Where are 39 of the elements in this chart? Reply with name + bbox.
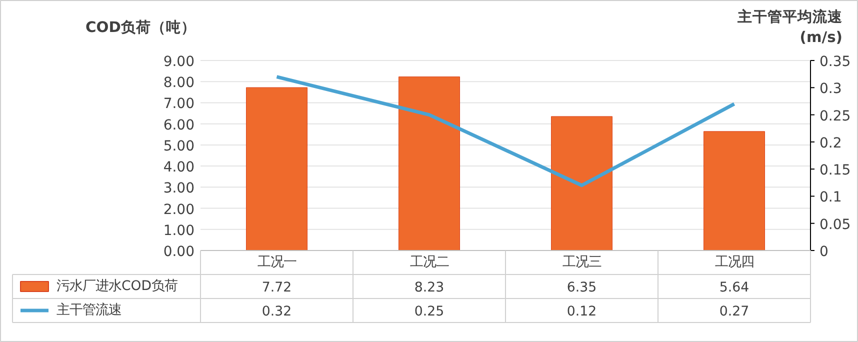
y-tick-label: 2.00	[163, 202, 194, 218]
y2-tick-label: 0.35	[820, 54, 851, 70]
y2-tick-label: 0.15	[820, 162, 851, 179]
x-tick-label: 工况一	[257, 255, 296, 270]
y-tick-label: 5.00	[163, 138, 194, 154]
y2-tick-label: 0.2	[820, 135, 842, 152]
x-tick-label: 工况四	[714, 255, 754, 270]
x-tick-label: 工况三	[562, 255, 602, 270]
x-tick-label: 工况二	[410, 255, 449, 270]
data-label: 8.23	[414, 280, 444, 296]
y-tick-label: 1.00	[163, 222, 194, 239]
data-label: 0.27	[719, 304, 750, 320]
y-tick-label: 8.00	[163, 75, 194, 92]
data-label: 0.25	[414, 304, 444, 320]
y2-tick-label: 0	[820, 244, 828, 260]
legend-label: 主干管流速	[56, 302, 122, 318]
y-tick-label: 9.00	[163, 54, 194, 70]
data-label: 0.32	[262, 304, 292, 320]
y-tick-label: 0.00	[163, 244, 194, 260]
y-tick-label: 7.00	[163, 96, 194, 112]
y-tick-label: 4.00	[163, 160, 194, 176]
bar	[398, 76, 460, 251]
y-tick-label: 3.00	[163, 180, 194, 197]
y2-axis-title: 主干管平均流速 (m/s)	[736, 8, 844, 46]
y2-tick-label: 0.1	[820, 190, 842, 206]
legend-label: 污水厂进水COD负荷	[56, 279, 178, 294]
data-label: 0.12	[566, 304, 597, 320]
y2-tick-label: 0.25	[820, 108, 851, 124]
data-label: 7.72	[262, 280, 292, 296]
y-tick-label: 6.00	[163, 117, 194, 134]
line-series	[275, 75, 736, 188]
y-axis-title: COD负荷（吨）	[86, 19, 196, 36]
y2-tick-label: 0.05	[820, 216, 851, 233]
bar	[246, 87, 308, 251]
y2-tick-label: 0.3	[820, 81, 842, 98]
bar	[704, 131, 765, 251]
data-label: 5.64	[719, 280, 750, 296]
bar	[551, 116, 612, 251]
data-label: 6.35	[566, 280, 597, 296]
